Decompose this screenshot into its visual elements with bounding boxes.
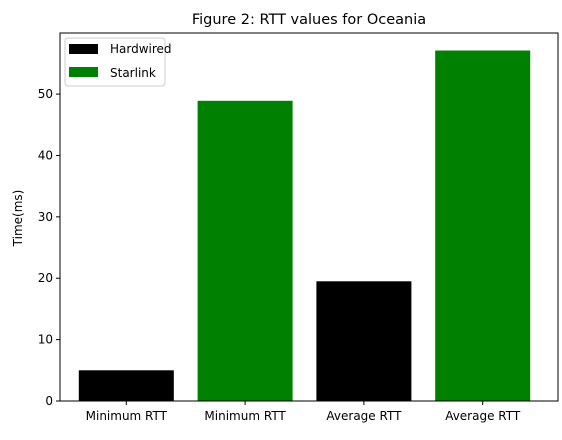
bars-layer bbox=[78, 50, 531, 402]
y-tick-label: 30 bbox=[38, 210, 53, 224]
y-tick-label: 0 bbox=[45, 394, 53, 408]
chart-title: Figure 2: RTT values for Oceania bbox=[192, 12, 426, 28]
legend-swatch-starlink bbox=[69, 67, 98, 77]
plot-frame bbox=[59, 32, 559, 402]
y-axis-label: Time(ms) bbox=[11, 190, 25, 248]
legend: Hardwired Starlink bbox=[64, 37, 172, 87]
x-tick-label: Minimum RTT bbox=[204, 409, 286, 423]
y-ticks: 0 10 20 30 40 50 bbox=[38, 87, 60, 408]
legend-swatch-hardwired bbox=[69, 44, 98, 54]
legend-label-starlink: Starlink bbox=[110, 66, 156, 80]
x-ticks: Minimum RTT Minimum RTT Average RTT Average… bbox=[86, 401, 521, 423]
x-tick-label: Average RTT bbox=[445, 409, 521, 423]
y-tick-label: 40 bbox=[38, 148, 53, 162]
legend-label-hardwired: Hardwired bbox=[110, 42, 172, 56]
y-tick-label: 20 bbox=[38, 271, 53, 285]
bar-starlink-3 bbox=[435, 50, 531, 401]
x-tick-label: Average RTT bbox=[326, 409, 402, 423]
bar-starlink-1 bbox=[197, 100, 293, 402]
y-tick-label: 50 bbox=[38, 87, 53, 101]
y-tick-label: 10 bbox=[38, 333, 53, 347]
bar-hardwired-2 bbox=[316, 281, 412, 401]
x-tick-label: Minimum RTT bbox=[86, 409, 168, 423]
bar-hardwired-0 bbox=[78, 370, 174, 401]
